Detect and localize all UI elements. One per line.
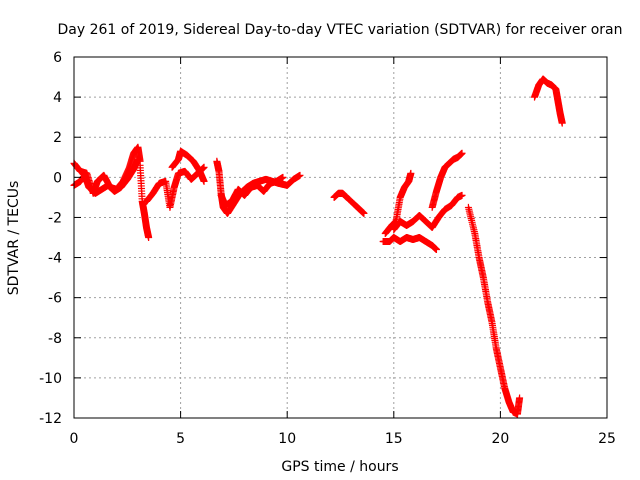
x-tick-label: 20 <box>491 431 509 447</box>
axis-ticks: 0 5 10 15 20 25 -12 -10 -8 -6 -4 -2 0 2 4 6 <box>39 50 616 447</box>
data-point <box>360 209 368 217</box>
series-arc9 <box>379 234 440 254</box>
data-point <box>279 173 287 181</box>
data-point <box>134 155 142 163</box>
y-tick-label: -6 <box>48 291 62 307</box>
grid <box>74 57 607 418</box>
series-arc5 <box>168 147 208 185</box>
data-point <box>458 149 466 157</box>
series-arc14 <box>531 75 566 127</box>
plot-frame <box>73 56 608 419</box>
y-tick-label: 2 <box>53 130 62 146</box>
series-arc12 <box>428 149 466 211</box>
series-arc8 <box>330 189 368 217</box>
data-point <box>145 234 153 241</box>
y-tick-label: -8 <box>48 331 62 347</box>
data-point <box>432 246 440 254</box>
series-arc2 <box>70 155 142 197</box>
data-point <box>296 171 304 179</box>
x-tick-label: 10 <box>278 431 296 447</box>
x-tick-label: 5 <box>176 431 185 447</box>
y-tick-label: 6 <box>53 50 62 66</box>
data-point <box>558 119 566 127</box>
data-point <box>200 177 208 185</box>
data-point <box>516 394 524 402</box>
x-tick-label: 25 <box>598 431 616 447</box>
series-arc13 <box>464 203 524 418</box>
x-tick-label: 0 <box>70 431 79 447</box>
series-arc7 <box>217 173 287 209</box>
series-arc11 <box>390 191 466 233</box>
series-arc3 <box>136 161 153 241</box>
data-point <box>458 191 466 199</box>
series-arc4 <box>142 163 208 211</box>
data-points <box>70 75 566 418</box>
x-axis-label: GPS time / hours <box>281 459 398 475</box>
y-tick-label: -10 <box>39 371 62 387</box>
y-tick-label: -4 <box>48 251 62 267</box>
data-point <box>200 163 208 171</box>
x-tick-label: 15 <box>385 431 403 447</box>
y-tick-label: 0 <box>53 170 62 186</box>
data-point <box>407 169 415 177</box>
y-tick-label: 4 <box>53 90 62 106</box>
chart-title: Day 261 of 2019, Sidereal Day-to-day VTE… <box>58 22 623 38</box>
y-tick-label: -2 <box>48 210 62 226</box>
y-axis-label: SDTVAR / TECUs <box>6 181 22 296</box>
y-tick-label: -12 <box>39 411 62 427</box>
